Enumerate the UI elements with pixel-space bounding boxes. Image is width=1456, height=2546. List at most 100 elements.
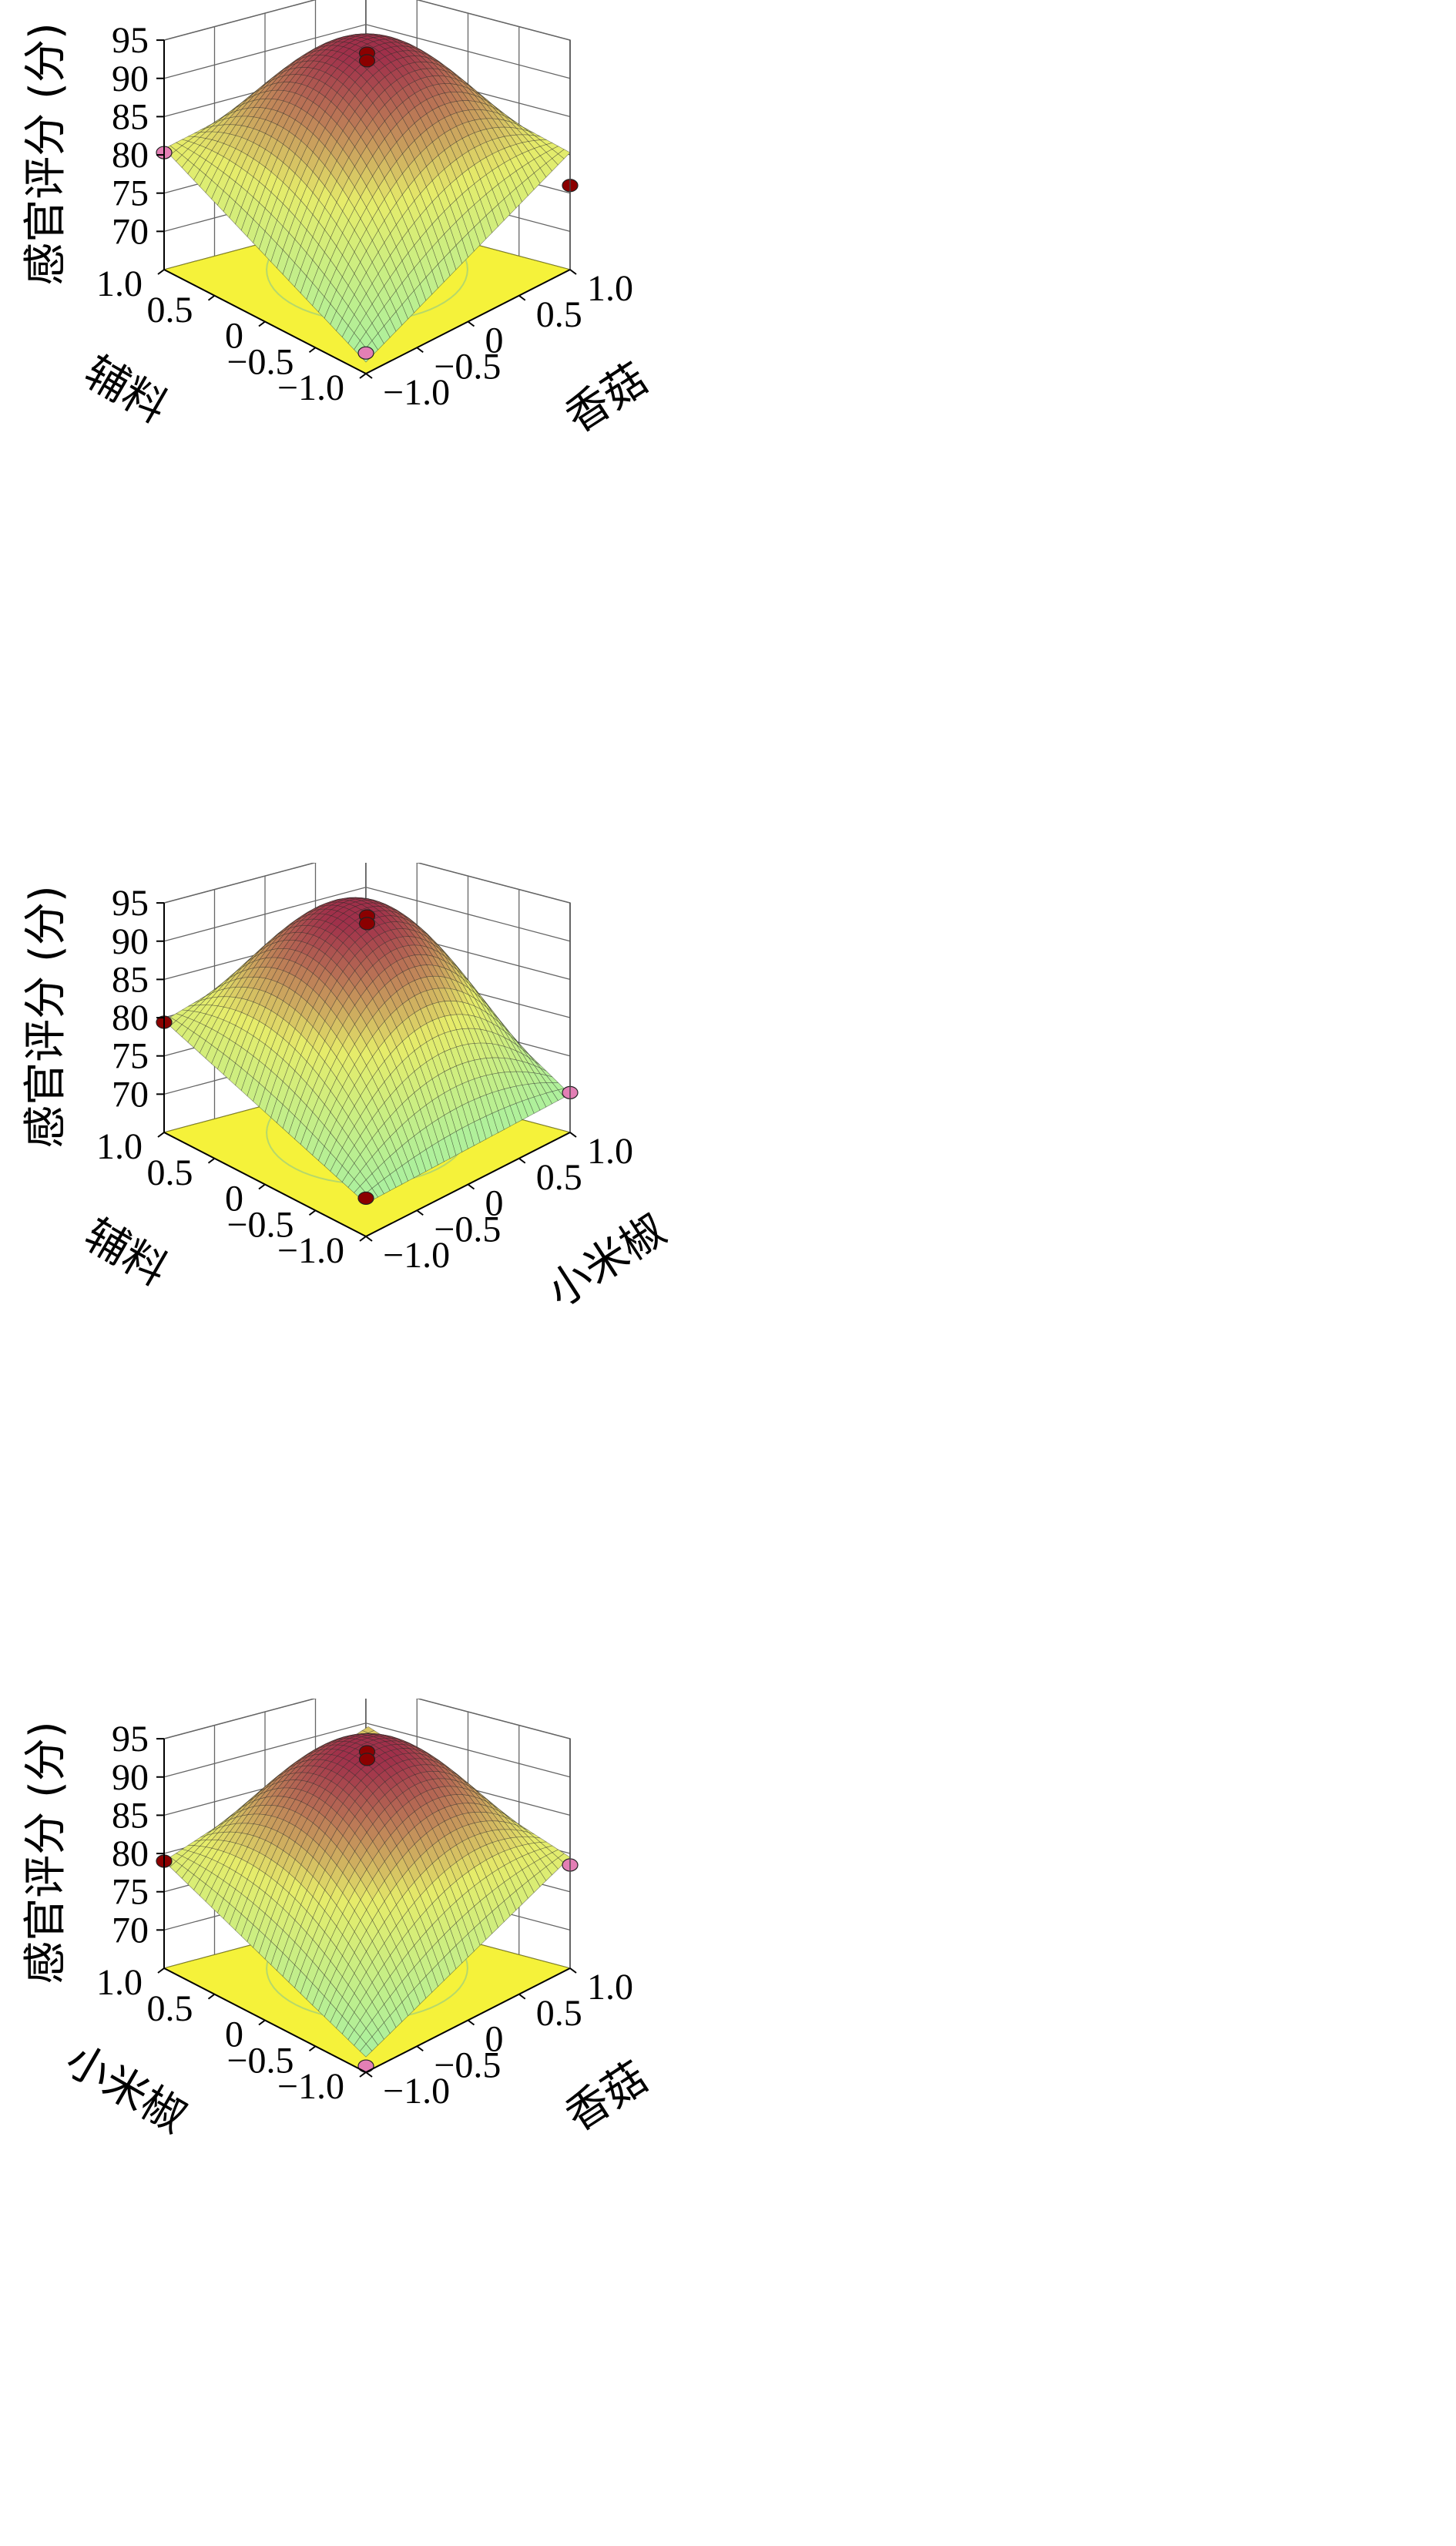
y-tick-label: 1.0 (587, 1967, 633, 2008)
x-tick (359, 1236, 367, 1242)
z-tick-label: 95 (112, 883, 149, 924)
surface-chart-1: 707580859095−1.0−0.500.51.0−1.0−0.500.51… (21, 0, 656, 443)
z-tick-label: 80 (112, 1833, 149, 1874)
z-tick-label: 95 (112, 20, 149, 61)
x-tick (207, 1993, 216, 2000)
x-tick-label: −1.0 (277, 1230, 344, 1271)
y-tick (569, 269, 577, 275)
x-tick-label: 0.5 (147, 290, 193, 330)
y-tick-label: 1.0 (587, 268, 633, 309)
x-tick (308, 1209, 317, 1216)
y-axis-label: 香菇 (557, 354, 656, 443)
z-tick-label: 70 (112, 211, 149, 252)
x-tick-label: 1.0 (96, 1962, 143, 2003)
y-tick-label: 0.5 (536, 1993, 582, 2034)
x-tick (258, 1183, 266, 1190)
z-tick-label: 90 (112, 1757, 149, 1798)
y-tick-label: 0 (485, 1183, 504, 1224)
y-tick-label: −0.5 (434, 1209, 501, 1250)
x-tick (157, 1132, 165, 1138)
response-surface (163, 33, 571, 363)
design-point (358, 54, 376, 68)
axes: 707580859095−1.0−0.500.51.0−1.0−0.500.51… (96, 1719, 633, 2112)
x-axis-label: 辅料 (76, 347, 176, 433)
x-tick-label: −0.5 (226, 341, 294, 382)
y-tick (365, 373, 373, 379)
chart-panel-2: 70 75 80 85 90 95 −1.0 −0.5 0 0.5 1.0 −1.0 −0.5 0 0.5 1… (0, 863, 1456, 1710)
z-tick-label: 90 (112, 921, 149, 962)
x-tick-label: 0 (225, 2014, 243, 2055)
y-tick-label: −1.0 (383, 2071, 450, 2112)
z-tick-label: 70 (112, 1074, 149, 1115)
y-tick-label: −0.5 (434, 346, 501, 387)
y-tick-label: 0.5 (536, 1157, 582, 1198)
z-gridline (163, 1699, 571, 1739)
y-tick (569, 1967, 577, 1974)
surface-chart-2: 707580859095−1.0−0.500.51.0−1.0−0.500.51… (21, 863, 675, 1317)
y-tick (518, 1157, 526, 1164)
z-tick-label: 75 (112, 1036, 149, 1077)
x-tick (207, 1157, 216, 1164)
design-point (357, 346, 374, 360)
x-axis-label: 辅料 (76, 1209, 176, 1296)
z-tick-label: 75 (112, 1872, 149, 1913)
y-tick (416, 2045, 424, 2052)
z-tick-label: 85 (112, 1795, 149, 1836)
x-axis-label: 小米椒 (57, 2034, 194, 2142)
y-tick (467, 2019, 475, 2026)
z-gridline (163, 1722, 571, 1778)
z-gridline (163, 0, 571, 41)
z-axis-label: 感官评分 (分) (21, 22, 71, 286)
design-point (358, 1753, 376, 1766)
x-tick-label: −0.5 (226, 1204, 294, 1245)
axes: 707580859095−1.0−0.500.51.0−1.0−0.500.51… (96, 883, 633, 1276)
z-gridline (163, 887, 571, 942)
y-tick (416, 1209, 424, 1216)
surface-chart-3: 707580859095−1.0−0.500.51.0−1.0−0.500.51… (21, 1699, 656, 2143)
y-tick-label: 1.0 (587, 1131, 633, 1172)
x-tick-label: −1.0 (277, 367, 344, 408)
response-surface (163, 1726, 571, 2058)
z-tick-label: 75 (112, 173, 149, 214)
z-tick-label: 90 (112, 59, 149, 99)
y-axis-label: 小米椒 (538, 1205, 674, 1317)
z-gridline (163, 24, 571, 79)
z-tick-label: 95 (112, 1719, 149, 1759)
y-tick-label: 0 (485, 2019, 504, 2060)
z-tick-label: 80 (112, 135, 149, 176)
y-tick (467, 320, 475, 327)
design-points (156, 46, 579, 360)
x-tick-label: 0.5 (147, 1152, 193, 1193)
surface-cell (359, 2043, 373, 2058)
x-tick (308, 2045, 317, 2052)
x-tick (308, 347, 317, 354)
x-tick-label: 0.5 (147, 1988, 193, 2029)
x-tick (207, 294, 216, 301)
design-point (358, 917, 376, 931)
chart-panel-3: 70 75 80 85 90 95 −1.0 −0.5 0 0.5 1.0 −1.0 −0.5 0 0.5 1… (0, 1699, 1456, 2546)
x-tick (258, 320, 266, 327)
x-tick (157, 269, 165, 275)
z-axis-label: 感官评分 (分) (21, 1721, 71, 1984)
y-tick-label: 0.5 (536, 294, 582, 335)
x-tick-label: −0.5 (226, 2040, 294, 2081)
y-tick-label: −1.0 (383, 1235, 450, 1276)
z-tick-label: 85 (112, 959, 149, 1000)
x-tick (359, 373, 367, 379)
design-point (357, 2059, 374, 2073)
z-tick-label: 70 (112, 1910, 149, 1951)
x-tick (258, 2019, 266, 2026)
y-tick (518, 1993, 526, 2000)
design-point (357, 1191, 374, 1205)
x-tick-label: 1.0 (96, 1126, 143, 1167)
x-tick (157, 1967, 165, 1974)
y-tick (365, 1236, 373, 1242)
z-axis-label: 感官评分 (分) (21, 885, 71, 1149)
x-tick-label: 0 (225, 1179, 243, 1219)
y-tick (569, 1132, 577, 1138)
x-tick-label: 0 (225, 316, 243, 357)
y-axis-label: 香菇 (557, 2052, 656, 2142)
y-tick (518, 294, 526, 301)
x-tick (359, 2071, 367, 2078)
x-tick-label: 1.0 (96, 263, 143, 304)
